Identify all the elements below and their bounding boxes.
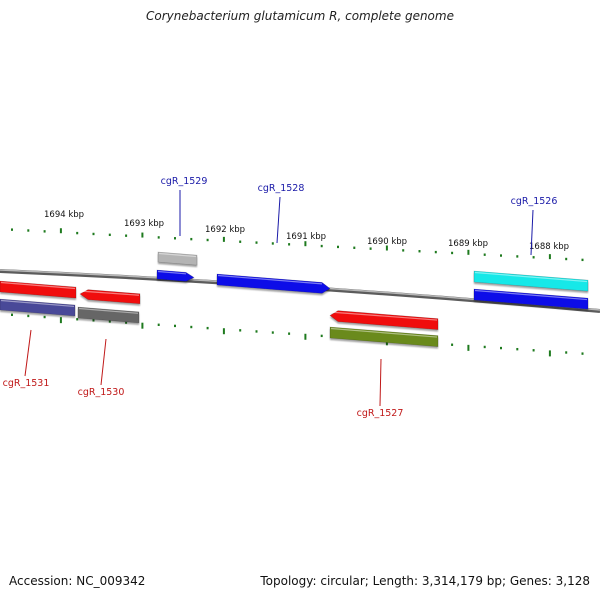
gene-label-cgR_1527[interactable]: cgR_1527 xyxy=(357,408,404,419)
gene-feature-fwd-blue-c xyxy=(473,288,589,310)
gene-feature-fwd-blue-a xyxy=(156,269,195,282)
gene-label-cgR_1530[interactable]: cgR_1530 xyxy=(78,387,125,398)
gene-feature-fwd-blue-b xyxy=(216,273,331,294)
accession-text: Accession: NC_009342 xyxy=(9,574,146,588)
gene-feature-rev-purple xyxy=(0,298,76,317)
gene-feature-fwd-gray xyxy=(157,251,198,266)
gene-leader-line xyxy=(379,358,382,407)
scale-tick-label: 1688 kbp xyxy=(529,242,569,252)
scale-tick-label: 1689 kbp xyxy=(448,239,488,249)
gene-leader-line xyxy=(530,209,534,256)
gene-feature-fwd-cyan xyxy=(473,270,589,292)
map-title: Corynebacterium glutamicum R, complete g… xyxy=(146,9,454,23)
gene-feature-rev-red-c xyxy=(329,310,439,330)
gene-feature-rev-red-b xyxy=(79,289,141,305)
genome-summary-text: Topology: circular; Length: 3,314,179 bp… xyxy=(260,574,590,588)
gene-feature-rev-gray xyxy=(77,306,140,324)
gene-label-cgR_1526[interactable]: cgR_1526 xyxy=(511,196,558,207)
gene-leader-line xyxy=(100,338,107,386)
gene-label-cgR_1529[interactable]: cgR_1529 xyxy=(161,176,208,187)
scale-tick-label: 1691 kbp xyxy=(286,232,326,242)
scale-tick-label: 1694 kbp xyxy=(44,210,84,220)
gene-leader-line xyxy=(276,196,281,244)
gene-feature-rev-red-a xyxy=(0,280,77,299)
scale-tick-label: 1693 kbp xyxy=(124,219,164,229)
gene-feature-rev-olive xyxy=(329,326,439,347)
scale-tick-label: 1692 kbp xyxy=(205,225,245,235)
scale-tick-label: 1690 kbp xyxy=(367,237,407,247)
gene-label-cgR_1528[interactable]: cgR_1528 xyxy=(258,183,305,194)
gene-leader-line xyxy=(24,329,32,377)
gene-label-cgR_1531[interactable]: cgR_1531 xyxy=(3,378,50,389)
